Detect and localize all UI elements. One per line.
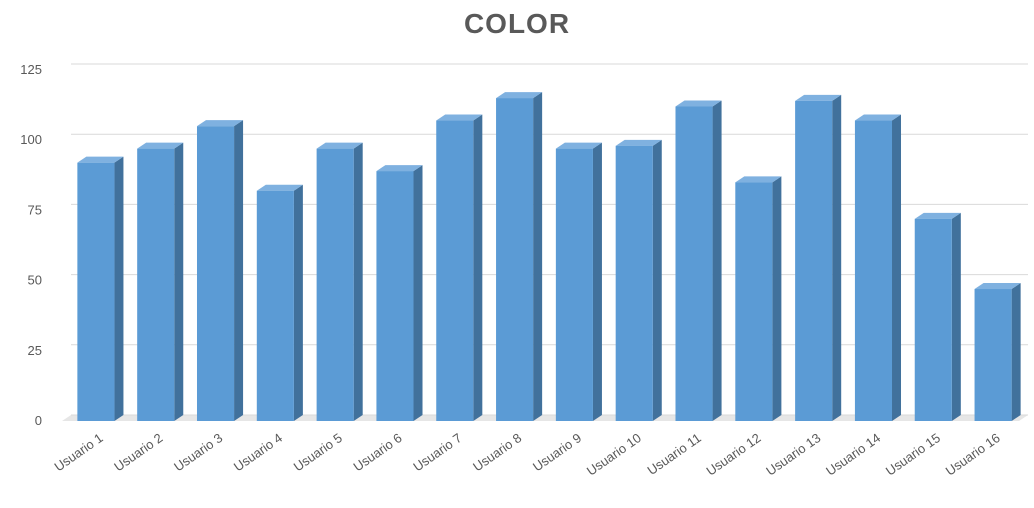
bar-front xyxy=(137,148,175,421)
bar-side xyxy=(652,139,662,422)
x-tick-label: Usuario 3 xyxy=(171,430,225,474)
bar-top xyxy=(256,184,303,191)
bar-front xyxy=(316,148,354,421)
bar xyxy=(615,139,662,422)
bar-top xyxy=(675,100,722,107)
x-tick-label: Usuario 9 xyxy=(530,430,584,474)
bar-top xyxy=(316,142,363,149)
bar-front xyxy=(496,98,534,421)
bar xyxy=(316,142,363,421)
y-tick-label: 50 xyxy=(28,273,42,288)
bar-front xyxy=(196,126,235,421)
bar xyxy=(376,165,423,421)
bar-top xyxy=(735,176,782,183)
bar xyxy=(196,120,244,421)
bar xyxy=(735,176,782,421)
bar xyxy=(914,212,961,421)
x-tick-label: Usuario 10 xyxy=(584,430,644,478)
bar-front xyxy=(914,218,952,421)
y-tick-label: 25 xyxy=(28,343,42,358)
x-tick-label: Usuario 2 xyxy=(111,430,165,474)
bar-side xyxy=(712,100,722,421)
bar-side xyxy=(951,212,961,421)
bar-front xyxy=(436,120,474,421)
bar-side xyxy=(114,156,124,421)
bar-top xyxy=(137,142,184,149)
bar-front xyxy=(256,190,294,421)
x-tick-label: Usuario 13 xyxy=(763,430,823,478)
bar-side xyxy=(473,114,483,421)
bar xyxy=(137,142,184,421)
x-tick-label: Usuario 8 xyxy=(470,430,524,474)
x-tick-label: Usuario 16 xyxy=(943,430,1003,478)
bar-top xyxy=(974,283,1021,290)
bar-side xyxy=(892,114,902,421)
bar xyxy=(77,156,124,421)
x-tick-label: Usuario 1 xyxy=(51,430,105,474)
bars xyxy=(77,92,1021,422)
chart-floor xyxy=(62,415,1028,421)
x-tick-label: Usuario 14 xyxy=(823,430,883,478)
bar-top xyxy=(496,92,543,99)
bar-top xyxy=(196,120,244,127)
bar-top xyxy=(615,139,662,146)
x-tick-label: Usuario 6 xyxy=(351,430,405,474)
bar-side xyxy=(413,165,423,421)
bar-side xyxy=(1011,283,1021,421)
chart-title: COLOR xyxy=(463,8,571,39)
x-axis: Usuario 1 Usuario 2 Usuario 3 Usuario 4 Usua… xyxy=(51,430,1002,478)
bar xyxy=(854,114,902,421)
bar-front xyxy=(555,148,593,421)
x-tick-label: Usuario 12 xyxy=(703,430,763,478)
bar-front xyxy=(77,162,115,421)
y-axis: 0 25 50 75 100 125 xyxy=(20,62,42,428)
bar-side xyxy=(174,142,184,421)
bar-side xyxy=(592,142,602,421)
bar-top xyxy=(77,156,124,163)
bar-front xyxy=(675,106,713,421)
bar-front xyxy=(735,182,773,421)
bar xyxy=(795,94,842,421)
bar xyxy=(496,92,543,421)
bar-front xyxy=(795,100,833,421)
x-tick-label: Usuario 4 xyxy=(231,430,285,474)
bar-side xyxy=(533,92,543,421)
bar-front xyxy=(974,289,1012,421)
y-tick-label: 75 xyxy=(28,202,42,217)
bar-side xyxy=(234,120,244,421)
y-tick-label: 125 xyxy=(20,62,42,77)
bar-top xyxy=(376,165,423,172)
bar-side xyxy=(772,176,782,421)
bar-side xyxy=(353,142,363,421)
bar xyxy=(555,142,602,421)
x-tick-label: Usuario 15 xyxy=(883,430,943,478)
y-tick-label: 100 xyxy=(20,132,42,147)
bar xyxy=(436,114,483,421)
x-tick-label: Usuario 7 xyxy=(410,430,464,474)
bar-top xyxy=(436,114,483,121)
bar-top xyxy=(914,212,961,219)
x-tick-label: Usuario 11 xyxy=(644,430,703,478)
bar xyxy=(675,100,722,421)
y-tick-label: 0 xyxy=(35,413,42,428)
bar-front xyxy=(615,145,653,422)
bar-front xyxy=(376,171,414,421)
x-tick-label: Usuario 5 xyxy=(291,430,345,474)
bar-top xyxy=(555,142,602,149)
bar xyxy=(256,184,303,421)
bar-side xyxy=(832,94,842,421)
bar-top xyxy=(795,94,842,101)
bar-top xyxy=(854,114,902,121)
bar xyxy=(974,283,1021,421)
bar-front xyxy=(854,120,893,421)
bar-side xyxy=(293,184,303,421)
